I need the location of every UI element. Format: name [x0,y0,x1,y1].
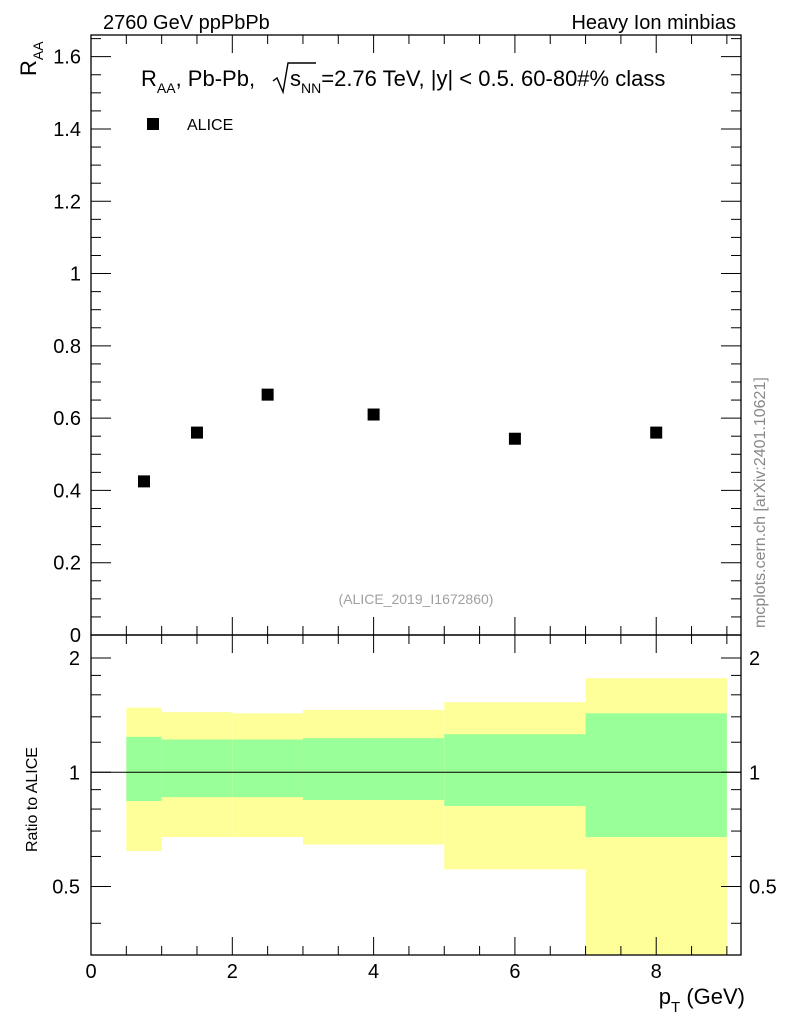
data-point-alice [190,426,203,439]
band-inner-1 [161,739,233,798]
band-inner-5 [585,713,727,838]
ratio-y-tick-labels: 0.5 0.5 1 1 2 2 [52,648,777,898]
sqrt-symbol [272,62,316,95]
header-right: Heavy Ion minbias [571,12,736,34]
data-point-alice [508,432,521,445]
band-inner-3 [302,738,445,801]
main-ytick-label: 0 [70,625,81,647]
legend-label: ALICE [187,117,233,134]
main-ytick-label: 0.2 [53,553,81,575]
x-tick-label: 8 [651,961,662,983]
y-label-aa: AA [30,41,46,60]
ratio-ytick-label-left: 0.5 [52,877,80,899]
ratio-ytick-label-left: 1 [69,762,80,784]
plot-title: RAA, Pb-Pb, [141,66,255,96]
plot-title-rest: =2.76 TeV, |y| < 0.5. 60-80#% class [321,66,665,91]
main-ytick-label: 1.2 [53,191,81,213]
ratio-ytick-label-right: 0.5 [749,877,777,899]
data-point-alice [137,475,150,488]
plot-title-aa: AA [157,80,176,96]
band-inner-4 [444,734,586,806]
data-point-alice [650,426,663,439]
plot-title-nn: NN [301,80,321,96]
ratio-plot-frame [90,634,742,956]
band-inner-2 [232,739,303,798]
x-tick-label: 2 [227,961,238,983]
plot-title-energy: sNN=2.76 TeV, |y| < 0.5. 60-80#% class [290,66,665,96]
plot-title-mid: , Pb-Pb, [176,66,255,91]
analysis-tag: (ALICE_2019_I1672860) [339,591,494,607]
main-ytick-label: 1.6 [53,47,81,69]
ratio-axis-ticks [91,657,741,924]
main-axis-ticks [91,38,741,636]
main-ytick-label: 0.4 [53,480,81,502]
main-ytick-label: 1.4 [53,119,81,141]
plot-title-r: R [141,66,157,91]
main-ytick-label: 0.8 [53,336,81,358]
x-tick-label: 4 [368,961,379,983]
band-inner-0 [126,736,162,802]
ratio-ytick-label-right: 1 [749,762,760,784]
main-y-tick-labels: 0 0.2 0.4 0.6 0.8 1 1.2 1.4 1.6 [53,47,81,647]
data-point-alice [367,408,380,421]
y-axis-label-main: RAA [16,41,46,76]
legend-marker [147,118,159,130]
x-axis-ticks [90,35,728,955]
data-point-alice [261,388,274,401]
ratio-ytick-label-right: 2 [749,648,760,670]
y-axis-label-ratio: Ratio to ALICE [24,747,41,852]
x-label-p: p [659,984,671,1009]
main-ytick-label: 1 [70,264,81,286]
x-tick-label: 0 [85,961,96,983]
ratio-ytick-label-left: 2 [69,648,80,670]
y-label-r: R [16,60,41,76]
main-ytick-label: 0.6 [53,408,81,430]
x-label-t: T [671,999,680,1016]
x-tick-label: 6 [509,961,520,983]
x-label-unit: (GeV) [680,984,745,1009]
alice-data-points [137,388,663,488]
x-tick-labels: 0 2 4 6 8 [85,961,661,983]
header-left: 2760 GeV ppPbPb [103,12,270,34]
ratio-bands [126,678,727,955]
plot-title-s: s [290,66,301,91]
watermark: mcplots.cern.ch [arXiv:2401.10621] [752,377,769,628]
x-axis-label: pT (GeV) [659,984,745,1016]
